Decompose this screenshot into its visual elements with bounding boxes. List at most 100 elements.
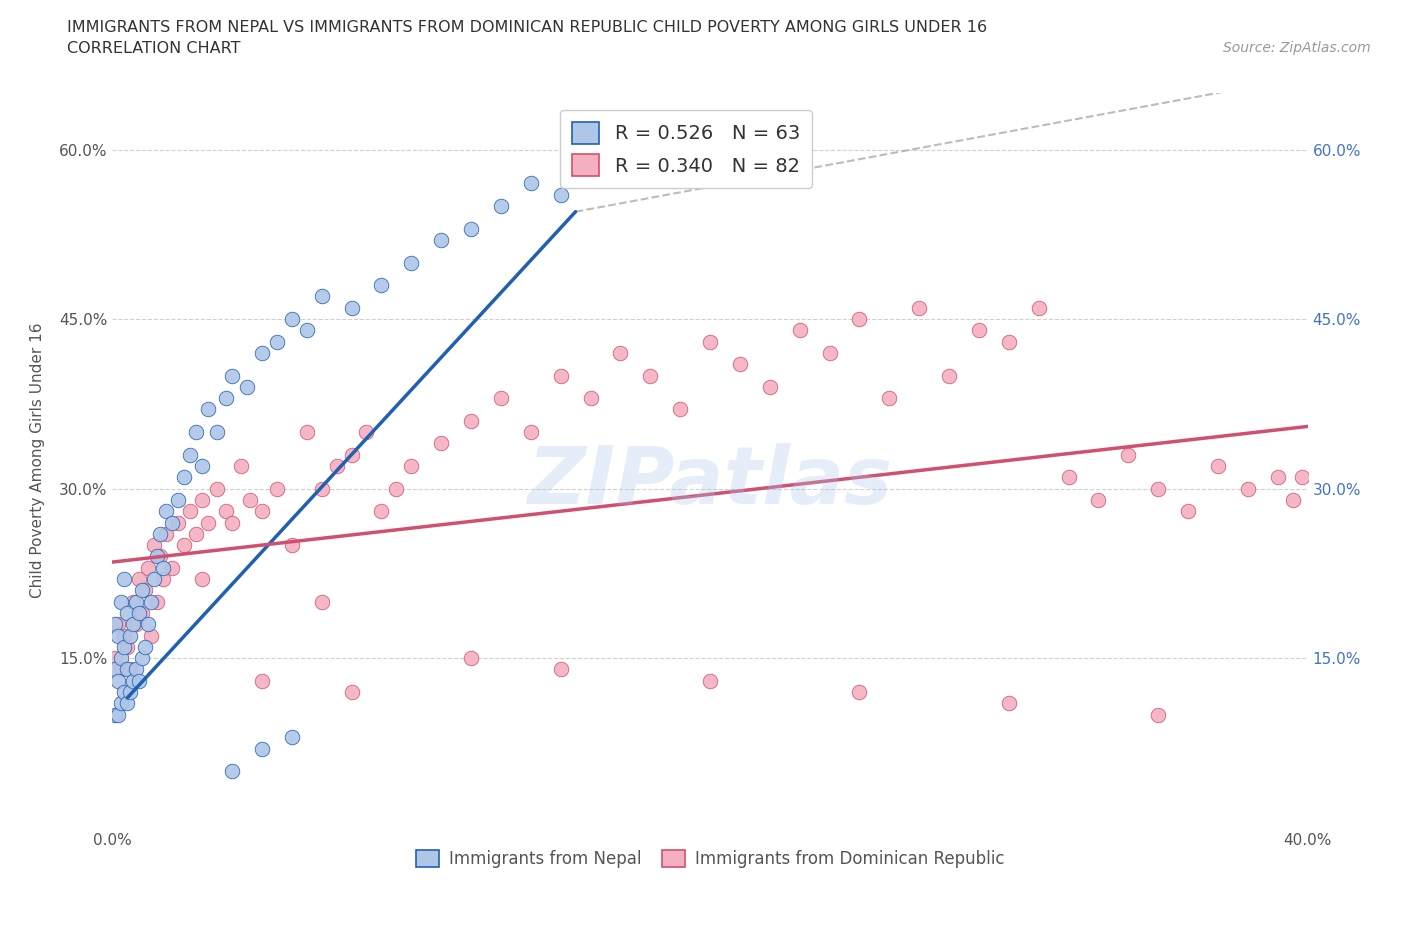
Point xyxy=(122,673,145,688)
Point xyxy=(110,696,132,711)
Point xyxy=(460,651,482,666)
Point xyxy=(609,142,631,157)
Point xyxy=(186,425,208,440)
Point xyxy=(311,481,333,496)
Point xyxy=(122,617,145,631)
Point xyxy=(938,368,960,383)
Point xyxy=(186,526,208,541)
Point xyxy=(340,684,363,699)
Point xyxy=(401,255,423,270)
Point xyxy=(107,628,129,643)
Point xyxy=(117,605,139,620)
Point xyxy=(489,199,512,214)
Y-axis label: Child Poverty Among Girls Under 16: Child Poverty Among Girls Under 16 xyxy=(31,323,45,598)
Point xyxy=(191,458,214,473)
Point xyxy=(1147,707,1170,722)
Point xyxy=(114,684,135,699)
Point xyxy=(281,730,304,745)
Point xyxy=(759,379,782,394)
Point xyxy=(236,379,259,394)
Point xyxy=(221,764,243,778)
Point xyxy=(114,628,135,643)
Point xyxy=(460,221,482,236)
Legend: Immigrants from Nepal, Immigrants from Dominican Republic: Immigrants from Nepal, Immigrants from D… xyxy=(409,843,1011,874)
Point xyxy=(107,707,129,722)
Point xyxy=(266,481,288,496)
Point xyxy=(250,346,273,361)
Point xyxy=(848,312,870,326)
Point xyxy=(1118,447,1140,462)
Point xyxy=(669,402,692,417)
Point xyxy=(167,515,190,530)
Point xyxy=(141,594,163,609)
Point xyxy=(818,346,841,361)
Point xyxy=(998,334,1021,349)
Point xyxy=(120,662,142,677)
Point xyxy=(191,572,214,587)
Point xyxy=(281,312,304,326)
Point xyxy=(125,594,148,609)
Point xyxy=(125,662,148,677)
Point xyxy=(640,119,662,134)
Text: Source: ZipAtlas.com: Source: ZipAtlas.com xyxy=(1223,41,1371,55)
Point xyxy=(138,617,160,631)
Point xyxy=(152,572,174,587)
Point xyxy=(134,640,156,655)
Point xyxy=(122,594,145,609)
Point xyxy=(221,515,243,530)
Point xyxy=(370,278,392,293)
Point xyxy=(131,605,153,620)
Point xyxy=(146,594,169,609)
Text: IMMIGRANTS FROM NEPAL VS IMMIGRANTS FROM DOMINICAN REPUBLIC CHILD POVERTY AMONG : IMMIGRANTS FROM NEPAL VS IMMIGRANTS FROM… xyxy=(67,20,987,35)
Point xyxy=(131,583,153,598)
Point xyxy=(107,617,129,631)
Point xyxy=(120,628,142,643)
Point xyxy=(114,572,135,587)
Point xyxy=(311,289,333,304)
Point xyxy=(998,696,1021,711)
Point xyxy=(125,617,148,631)
Point xyxy=(117,696,139,711)
Point xyxy=(120,684,142,699)
Point xyxy=(1291,470,1313,485)
Point xyxy=(167,493,190,508)
Point xyxy=(460,413,482,428)
Point xyxy=(728,357,751,372)
Point xyxy=(1267,470,1289,485)
Point xyxy=(1281,493,1303,508)
Point xyxy=(205,481,228,496)
Point xyxy=(141,628,163,643)
Point xyxy=(250,504,273,519)
Point xyxy=(789,323,811,338)
Point xyxy=(250,741,273,756)
Point xyxy=(430,232,453,247)
Point xyxy=(149,549,172,564)
Point xyxy=(117,640,139,655)
Point xyxy=(967,323,990,338)
Point xyxy=(128,605,150,620)
Point xyxy=(1147,481,1170,496)
Point xyxy=(430,436,453,451)
Point xyxy=(1028,300,1050,315)
Point xyxy=(205,425,228,440)
Point xyxy=(146,549,169,564)
Point xyxy=(520,176,543,191)
Point xyxy=(385,481,408,496)
Point xyxy=(197,515,219,530)
Point xyxy=(239,493,262,508)
Point xyxy=(356,425,378,440)
Point xyxy=(699,673,721,688)
Point xyxy=(179,504,201,519)
Point xyxy=(104,662,127,677)
Text: CORRELATION CHART: CORRELATION CHART xyxy=(67,41,240,56)
Point xyxy=(215,504,238,519)
Point xyxy=(179,447,201,462)
Point xyxy=(215,391,238,405)
Point xyxy=(550,187,572,202)
Point xyxy=(152,560,174,575)
Point xyxy=(1177,504,1199,519)
Point xyxy=(138,560,160,575)
Point xyxy=(162,560,183,575)
Point xyxy=(149,526,172,541)
Point xyxy=(128,572,150,587)
